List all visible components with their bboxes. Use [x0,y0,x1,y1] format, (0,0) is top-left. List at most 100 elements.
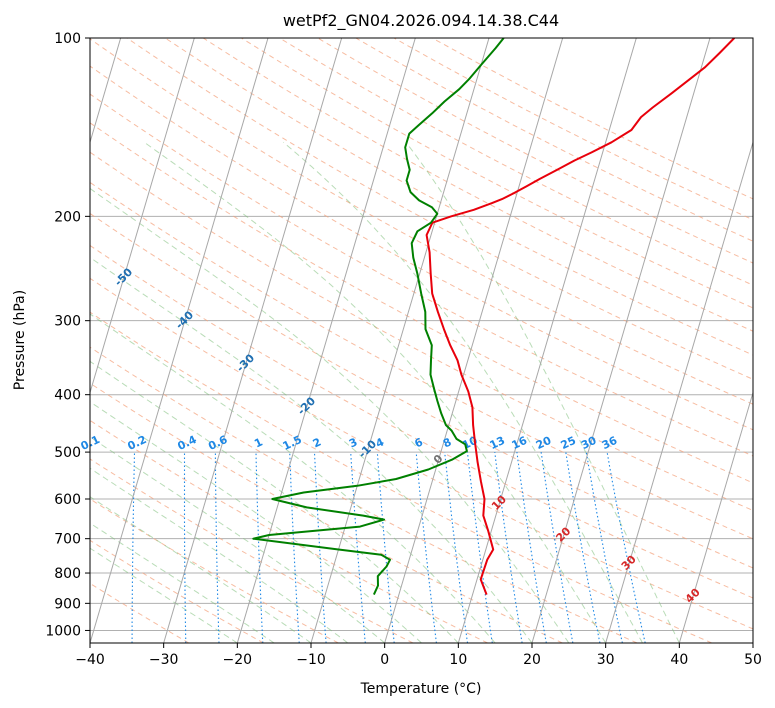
dry-adiabat [90,212,753,569]
moist-adiabat [90,187,570,643]
mixing-ratio-line [350,452,366,643]
mixing-ratio-line [82,452,88,643]
x-tick-label: −20 [223,652,253,668]
y-tick-label: 500 [54,445,81,461]
x-tick-label: 0 [380,652,389,668]
mixing-ratio-label: 25 [559,434,578,452]
isotherm-line [678,390,753,643]
isotherm-line [310,38,490,643]
plot-frame [89,37,754,644]
x-tick-label: 20 [523,652,541,668]
moist-adiabat [90,436,386,643]
moist-adiabat [90,467,349,643]
moist-adiabat [90,256,533,643]
isotherm-line [384,38,564,643]
background-lines [82,38,753,643]
y-tick-label: 200 [54,209,81,225]
dry-adiabat [90,582,190,643]
mixing-ratio-label: 20 [534,434,554,452]
dry-adiabat [202,38,753,332]
moist-adiabat [90,547,238,643]
mixing-ratio-label: 8 [441,435,453,450]
x-tick-label: −30 [149,652,179,668]
isotherm-label: -70 [0,179,13,202]
moist-adiabat [283,141,643,643]
isotherm-line [236,38,416,643]
dry-adiabat-label: 40 [683,585,703,605]
dry-adiabat [90,346,638,643]
moist-adiabat [90,496,312,643]
x-tick-label: 30 [597,652,615,668]
mixing-ratio-line [585,452,623,643]
dry-adiabat-label: 20 [553,524,573,544]
profile-line-0 [425,38,736,595]
isotherm-line [163,38,343,643]
isotherm-line [531,38,711,643]
isotherm-line [90,38,122,145]
dry-adiabat [90,277,753,630]
y-tick-label: 800 [54,566,81,582]
mixing-ratio-label: 30 [579,434,599,452]
moist-adiabat [90,313,496,643]
y-axis-label: Pressure (hPa) [12,290,28,390]
mixing-ratio-line [376,452,395,643]
mixing-ratio-line [255,452,264,643]
mixing-ratio-label: 1 [252,435,264,450]
isotherm-label: -60 [51,222,74,245]
mixing-ratio-label: 0.4 [175,433,198,453]
profile-line-1 [252,38,505,596]
isotherm-line [605,140,753,643]
mixing-ratio-line [131,452,136,643]
x-tick-label: 50 [744,652,762,668]
mixing-ratio-label: 36 [600,434,620,452]
dry-adiabat [90,122,753,484]
x-tick-label: −40 [75,652,105,668]
mixing-ratio-line [565,452,601,643]
dry-adiabat [90,539,264,643]
mixing-ratio-line [494,452,523,643]
y-tick-label: 700 [54,532,81,548]
mixing-ratio-label: 13 [488,434,507,452]
mixing-ratio-label: 0.6 [206,433,229,453]
isotherm-line [90,38,195,395]
dry-adiabat [279,38,753,286]
dry-adiabat [126,38,753,380]
moist-adiabat [90,522,275,643]
mixing-ratio-line [444,452,469,643]
dry-adiabat-label: 10 [489,493,509,513]
y-axis-ticks: 100 200 300 400 500 600 700 800 900 1000 [45,31,90,639]
isotherm-label: -50 [112,265,135,288]
mixing-ratio-line [289,452,300,643]
mixing-ratio-label: 3 [347,435,359,450]
mixing-ratio-label: 0.2 [125,433,148,453]
x-tick-label: −10 [296,652,326,668]
dry-adiabat [355,38,753,242]
y-tick-label: 100 [54,31,81,47]
isotherm-label: -20 [295,394,318,417]
mixing-ratio-line [540,452,574,643]
chart-title: wetPf2_GN04.2026.094.14.38.C44 [283,11,559,31]
y-tick-label: 600 [54,492,81,508]
dry-adiabat [90,311,712,643]
dry-adiabat-label: 30 [619,553,639,573]
isotherm-line [457,38,637,643]
x-axis-label: Temperature (°C) [360,681,482,697]
y-tick-label: 1000 [45,623,81,639]
mixing-ratio-line [516,452,547,643]
mixing-ratio-line [183,452,187,643]
dry-adiabat [90,181,753,540]
mixing-ratio-label: 2 [311,435,323,450]
mixing-ratio-line [606,452,646,643]
dry-adiabat [90,65,753,431]
dry-adiabat [90,498,339,643]
dry-adiabat [90,419,488,643]
isotherm-line [90,38,269,643]
mixing-ratio-line [214,452,220,643]
x-axis-ticks: −40 −30 −20 −10 0 10 20 30 40 50 [75,643,762,668]
mixing-ratio-labels: 0.1 0.2 0.4 0.6 1 1.5 2 3 4 6 8 10 13 16 20 25 30 36 [79,433,620,453]
moist-adiabat [405,142,680,643]
y-tick-label: 300 [54,314,81,330]
dry-adiabat [90,38,753,405]
